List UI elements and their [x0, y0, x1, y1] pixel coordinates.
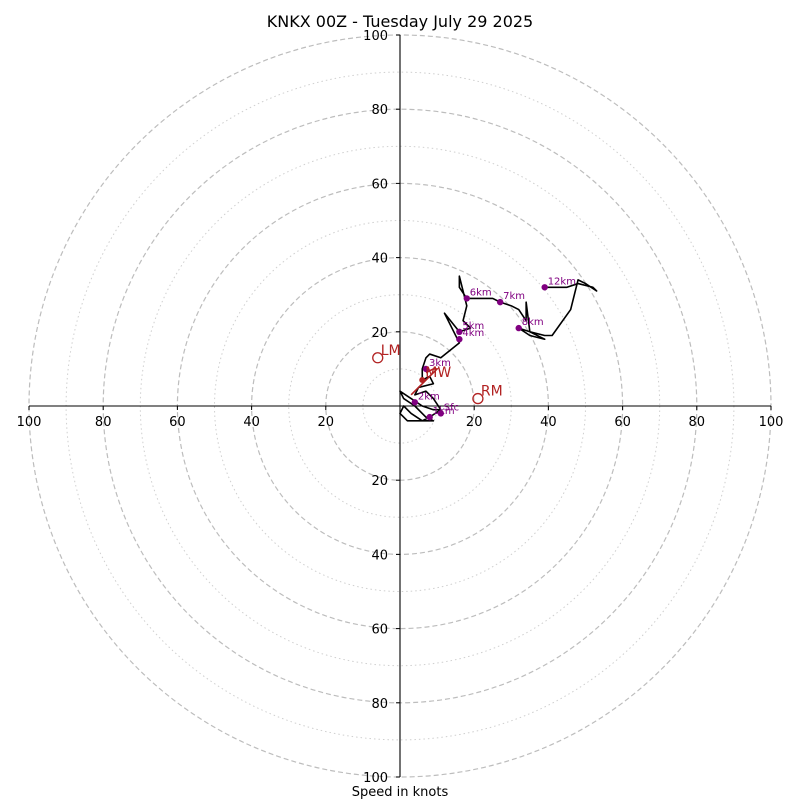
chart-title: KNKX 00Z - Tuesday July 29 2025: [267, 12, 533, 31]
x-tick-label: 80: [95, 415, 112, 430]
y-tick-label: 20: [371, 326, 388, 341]
x-tick-label: 60: [614, 415, 631, 430]
hodograph-trace: [399, 275, 598, 422]
height-label-7km: 7km: [503, 291, 525, 302]
x-tick-label: 20: [318, 415, 335, 430]
height-marker-12km: [541, 284, 548, 291]
y-tick-label: 60: [371, 623, 388, 638]
height-label-8km: 8km: [522, 317, 544, 328]
height-marker-1km: [426, 413, 433, 421]
height-label-3km: 3km: [429, 358, 451, 369]
height-marker-4km: [456, 336, 463, 343]
x-tick-label: 100: [759, 415, 784, 430]
height-marker-sfc: [437, 410, 445, 417]
height-label-6km: 6km: [470, 287, 492, 298]
hodograph-line: [399, 275, 598, 422]
storm-motion-mw: [419, 377, 426, 384]
y-tick-label: 100: [363, 29, 388, 44]
y-tick-label: 60: [371, 177, 388, 192]
y-tick-label: 80: [371, 697, 388, 712]
tick-labels: 100 80 60 40 20 20 40 60 80 100 100 80 60 40 20 20 40 60 8…: [17, 29, 784, 786]
height-label-12km: 12km: [548, 276, 576, 287]
height-label-5km: 5km: [462, 321, 484, 332]
x-tick-label: 40: [540, 415, 557, 430]
height-marker-2km: [411, 399, 419, 406]
storm-motion-label-mw: MW: [425, 365, 451, 381]
x-tick-label: 100: [17, 415, 42, 430]
height-marker-3km: [422, 365, 430, 373]
y-tick-label: 20: [371, 474, 388, 489]
mean-wind-line: [410, 368, 440, 396]
y-tick-label: 40: [371, 252, 388, 267]
y-tick-label: 100: [363, 771, 388, 786]
storm-motion-lm: [372, 352, 384, 364]
height-label-sfc: Sfc: [444, 402, 459, 413]
storm-motion-label-lm: LM: [381, 343, 401, 359]
x-tick-label: 80: [689, 415, 706, 430]
storm-motion-label-rm: RM: [481, 384, 503, 400]
y-tick-label: 80: [371, 103, 388, 118]
mean-wind-segment: [410, 368, 440, 396]
x-tick-label: 60: [169, 415, 186, 430]
height-marker-8km: [515, 324, 522, 332]
height-label-4km: 4km: [462, 328, 484, 339]
height-marker-6km: [463, 295, 470, 302]
axes: [29, 35, 771, 777]
height-marker-7km: [496, 298, 504, 306]
x-axis-label: Speed in knots: [352, 785, 449, 800]
height-label-1km: 1km: [433, 406, 455, 417]
height-marker-5km: [456, 328, 463, 335]
storm-motion-rm: [472, 392, 484, 405]
y-tick-label: 40: [371, 548, 388, 563]
x-tick-label: 20: [466, 415, 483, 430]
x-tick-label: 40: [243, 415, 260, 430]
storm-motions: LM MW RM: [372, 343, 503, 405]
height-label-2km: 2km: [418, 391, 440, 402]
